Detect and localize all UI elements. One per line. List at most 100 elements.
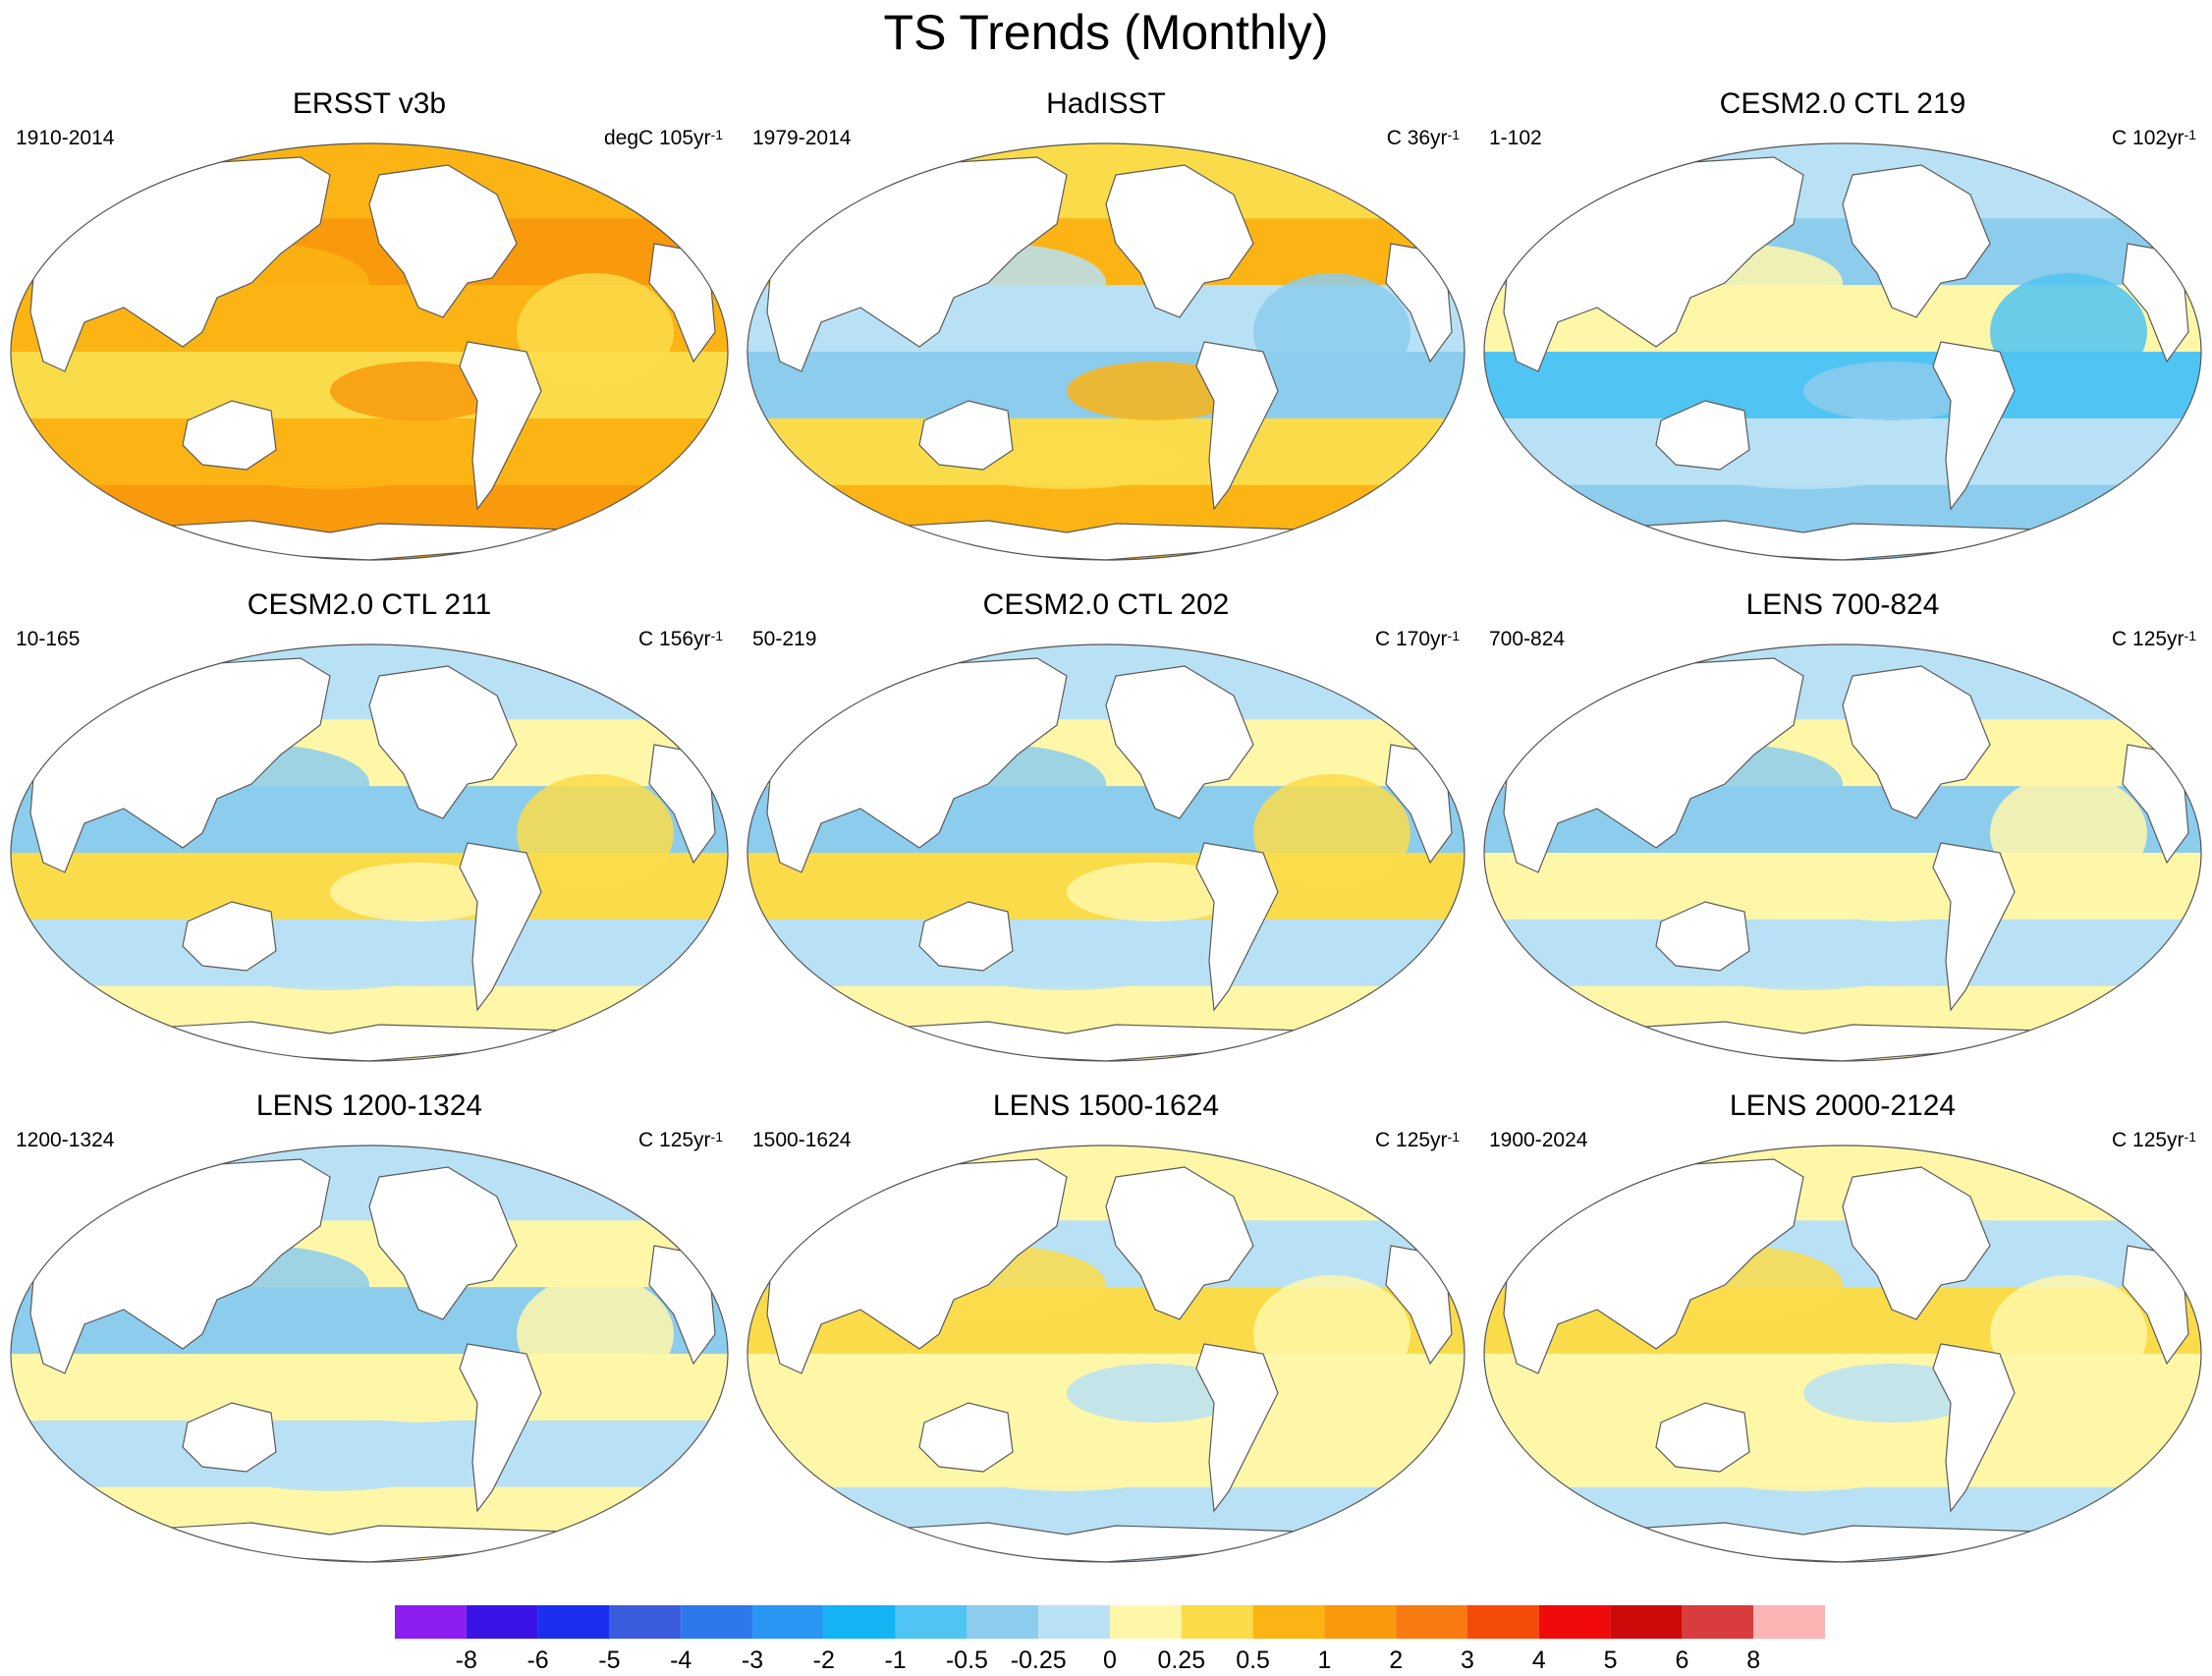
landmass [1195,1343,1279,1513]
colorbar-swatch [609,1605,682,1639]
panel-units: C 125yr-1 [1375,1129,1460,1151]
trend-anomaly [1253,774,1410,892]
map-outline [10,643,729,1062]
panel-years: 1500-1624 [752,1129,852,1151]
colorbar-swatch [1610,1605,1683,1639]
landmass [1842,665,1991,819]
panel-years: 10-165 [16,628,81,650]
landmass [1932,1343,2016,1513]
colorbar-tick-label: 0.5 [1236,1647,1270,1674]
map-panel: CESM2.0 CTL 219 1-102 C 102yr-1 [1479,86,2206,578]
panel-units: C 125yr-1 [2112,1129,2196,1151]
trend-anomaly [330,362,507,420]
map-outline [1483,643,2202,1062]
colorbar-tick-label: -0.25 [1011,1647,1067,1674]
colorbar-tick-label: -4 [670,1647,691,1674]
landmass [1842,1166,1991,1320]
robinson-map [747,643,1465,1062]
panel-units: C 125yr-1 [638,1129,723,1151]
landmass [459,1343,542,1513]
trend-anomaly [1067,863,1244,922]
colorbar-swatch [1538,1605,1611,1639]
map-outline [10,142,729,561]
trend-anomaly [517,1275,674,1393]
panel-units: degC 105yr-1 [603,127,723,149]
panel-title: ERSST v3b [292,87,447,120]
map-panel: HadISST 1979-2014 C 36yr-1 [743,86,1469,578]
map-panel: LENS 1500-1624 1500-1624 C 125yr-1 [743,1089,1469,1580]
landmass [1842,164,1991,318]
robinson-map [1483,1145,2202,1563]
colorbar-tick-label: -8 [456,1647,477,1674]
colorbar-tick-label: 5 [1604,1647,1618,1674]
map-outline [1483,1145,2202,1563]
panel-years: 1900-2024 [1489,1129,1588,1151]
colorbar-swatch [395,1605,467,1639]
map-outline [747,643,1465,1062]
colorbar-tick-label: -0.5 [946,1647,988,1674]
landmass [1932,341,2016,511]
landmass [1655,1402,1750,1473]
panel-units: C 125yr-1 [2112,628,2196,650]
panel-units: C 156yr-1 [638,628,723,650]
trend-anomaly [1803,863,1980,922]
landmass [459,341,542,511]
robinson-map [747,142,1465,561]
map-outline [747,1145,1465,1563]
robinson-map [1483,142,2202,561]
landmass [1195,842,1279,1012]
colorbar-tick-label: -3 [742,1647,763,1674]
map-outline [747,142,1465,561]
panel-title: CESM2.0 CTL 211 [247,588,492,621]
map-panel: CESM2.0 CTL 211 10-165 C 156yr-1 [6,587,733,1079]
landmass [1105,1166,1254,1320]
colorbar-swatch [752,1605,824,1639]
trend-anomaly [1803,1364,1980,1423]
colorbar-swatch [1038,1605,1110,1639]
panel-title: LENS 1200-1324 [255,1089,483,1122]
robinson-map [10,643,729,1062]
trend-anomaly [1803,362,1980,420]
map-panel: LENS 2000-2124 1900-2024 C 125yr-1 [1479,1089,2206,1580]
panel-title: LENS 2000-2124 [1729,1089,1957,1122]
colorbar-swatch [681,1605,752,1639]
trend-anomaly [1067,362,1244,420]
colorbar-swatch [1396,1605,1467,1639]
map-outline [10,1145,729,1563]
map-panel: ERSST v3b 1910-2014 degC 105yr-1 [6,86,733,578]
trend-anomaly [330,1364,507,1423]
landmass [182,901,277,972]
trend-anomaly [1990,774,2147,892]
panel-years: 1979-2014 [752,127,852,149]
colorbar: -8 -6 -5 -4 -3 -2 -1 -0.5 -0.25 0 0.25 0.5 1 2 3 4 5 6 8 [395,1605,1825,1674]
colorbar-swatch [1682,1605,1754,1639]
panel-years: 1200-1324 [16,1129,115,1151]
colorbar-swatch [1252,1605,1325,1639]
robinson-map [1483,643,2202,1062]
colorbar-tick-label: 1 [1317,1647,1331,1674]
panel-units: C 102yr-1 [2112,127,2196,149]
colorbar-tick-label: 6 [1675,1647,1688,1674]
panel-years: 1910-2014 [16,127,115,149]
trend-anomaly [1067,1364,1244,1423]
landmass [182,1402,277,1473]
landmass [918,400,1014,471]
colorbar-swatch [537,1605,610,1639]
colorbar-tick-label: 8 [1746,1647,1760,1674]
landmass [918,901,1014,972]
landmass [1105,665,1254,819]
map-panel: LENS 1200-1324 1200-1324 C 125yr-1 [6,1089,733,1580]
map-outline [1483,142,2202,561]
panel-title: LENS 1500-1624 [992,1089,1220,1122]
colorbar-tick-label: -2 [813,1647,835,1674]
colorbar-swatch [1181,1605,1253,1639]
figure-title: TS Trends (Monthly) [883,5,1329,60]
panel-units: C 170yr-1 [1375,628,1460,650]
trend-anomaly [1253,273,1410,391]
landmass [182,400,277,471]
colorbar-swatch [895,1605,968,1639]
colorbar-swatch [1110,1605,1182,1639]
colorbar-swatch [1324,1605,1397,1639]
trend-anomaly [330,863,507,922]
panel-years: 50-219 [752,628,817,650]
